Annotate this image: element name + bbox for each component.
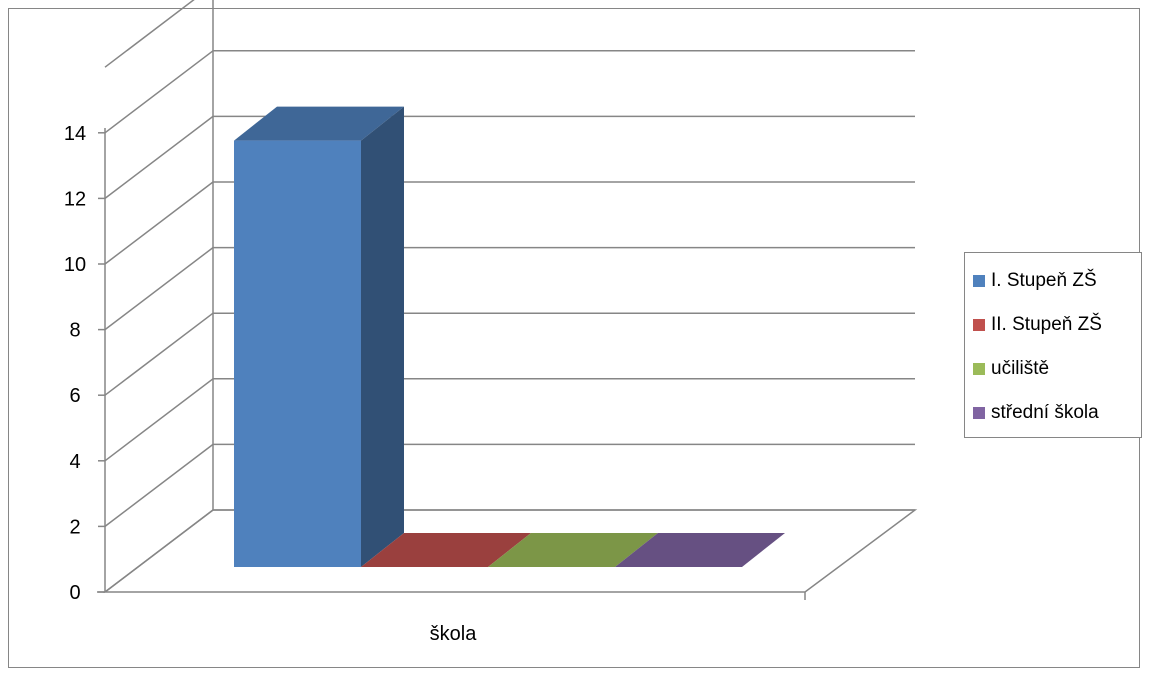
y-tick-label: 10 bbox=[64, 254, 86, 276]
legend-swatch bbox=[973, 275, 985, 287]
legend-label: učiliště bbox=[991, 358, 1050, 379]
bar-top-face bbox=[488, 533, 658, 567]
side-gridline bbox=[104, 312, 214, 396]
bar-4 bbox=[615, 533, 785, 567]
y-tick-label: 2 bbox=[69, 516, 80, 538]
bar-side-face bbox=[361, 106, 404, 567]
bar-2 bbox=[361, 533, 531, 567]
bar-top-face bbox=[361, 533, 531, 567]
side-gridline bbox=[104, 115, 214, 199]
bar-front-face bbox=[234, 140, 361, 567]
side-gridline bbox=[104, 378, 214, 462]
y-tick-label: 8 bbox=[69, 320, 80, 342]
y-tick-label: 4 bbox=[69, 451, 80, 473]
legend-swatch bbox=[973, 319, 985, 331]
legend-item: I. Stupeň ZŠ bbox=[973, 269, 1097, 293]
side-gridline-top bbox=[104, 0, 195, 68]
bar-top-face bbox=[615, 533, 785, 567]
bars bbox=[234, 106, 785, 567]
gridlines bbox=[98, 0, 915, 593]
legend: I. Stupeň ZŠ II. Stupeň ZŠ učiliště střední… bbox=[964, 252, 1142, 438]
legend-label: I. Stupeň ZŠ bbox=[991, 270, 1097, 291]
legend-label: střední škola bbox=[991, 402, 1099, 423]
side-gridline bbox=[104, 509, 214, 593]
legend-item: střední škola bbox=[973, 401, 1099, 425]
y-tick-label: 14 bbox=[64, 123, 86, 145]
side-gridline bbox=[104, 247, 214, 331]
legend-label: II. Stupeň ZŠ bbox=[991, 314, 1102, 335]
y-tick-label: 12 bbox=[64, 188, 86, 210]
legend-swatch bbox=[973, 407, 985, 419]
side-gridline bbox=[104, 443, 214, 527]
legend-swatch bbox=[973, 363, 985, 375]
bar-top-face bbox=[234, 106, 404, 141]
side-gridline bbox=[104, 50, 214, 134]
y-tick-label: 0 bbox=[69, 582, 80, 604]
bar-1 bbox=[234, 106, 404, 567]
legend-item: II. Stupeň ZŠ bbox=[973, 313, 1102, 337]
legend-item: učiliště bbox=[973, 357, 1049, 381]
side-gridline bbox=[104, 181, 214, 265]
y-tick-label: 6 bbox=[69, 385, 80, 407]
y-tick-labels: 0 2 4 6 8 10 12 14 bbox=[64, 123, 86, 604]
bar-3 bbox=[488, 533, 658, 567]
category-label: škola bbox=[430, 623, 478, 645]
